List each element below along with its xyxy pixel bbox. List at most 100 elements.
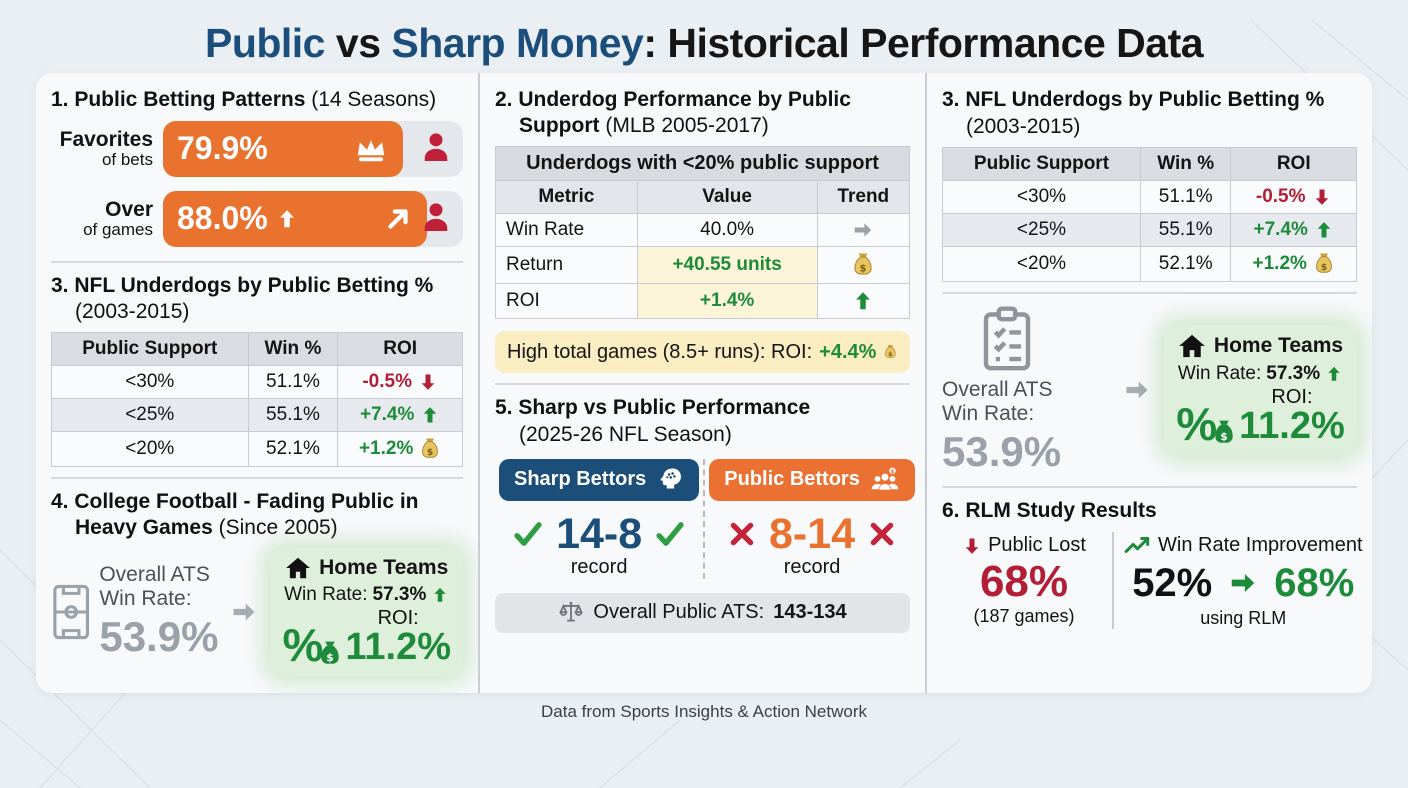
right-column: 3. NFL Underdogs by Public Betting % (20… (925, 73, 1372, 693)
section5-title: 5. Sharp vs Public Performance (495, 396, 811, 420)
section-public-betting-patterns: 1. Public Betting Patterns (14 Seasons) … (51, 87, 463, 247)
overall-ats-record: 143-134 (773, 601, 847, 624)
cross-icon (730, 523, 754, 546)
title-sharp: Sharp Money (391, 20, 644, 66)
section6-title: 6. RLM Study Results (942, 499, 1157, 523)
section-underdog-mlb: 2. Underdog Performance by Public Suppor… (495, 87, 911, 374)
overall-public-ats: Overall Public ATS: 143-134 (495, 592, 910, 633)
table-row: <25% 55.1% +7.4% (51, 398, 463, 433)
money-bag-icon: $ (1316, 253, 1332, 273)
divider (51, 260, 463, 263)
col-metric: Metric (495, 180, 638, 215)
divider (942, 291, 1357, 294)
favorites-value: 79.9% (177, 130, 268, 167)
section1-title: 1. Public Betting Patterns (14 Seasons) (51, 88, 437, 111)
sharp-record: 14-8 (556, 509, 643, 558)
bettors-group-icon: $ (871, 467, 899, 490)
over-bar-fill: 88.0% (163, 190, 427, 247)
table-row: <30% 51.1% -0.5% (942, 179, 1357, 214)
favorites-bar-row: Favorites of bets 79.9% (51, 120, 463, 177)
over-bar-row: Over of games 88.0% (51, 190, 463, 247)
winrate-before: 52% (1132, 560, 1213, 605)
section3-subtitle: (2003-2015) (75, 300, 190, 324)
over-bar-track: 88.0% (163, 190, 463, 247)
overall-ats-block: Overall ATS Win Rate: 53.9% (99, 563, 219, 661)
svg-text:$: $ (890, 469, 894, 475)
data-source-footer: Data from Sports Insights & Action Netwo… (541, 702, 867, 721)
col-win: Win % (247, 332, 339, 367)
up-arrow-icon (434, 588, 446, 603)
sharp-bettors-pill: Sharp Bettors (499, 458, 700, 501)
football-field-icon (53, 585, 90, 640)
crown-icon (357, 139, 384, 161)
section3r-subtitle: (2003-2015) (966, 114, 1081, 138)
svg-text:$: $ (327, 651, 334, 664)
public-record: 8-14 (769, 509, 856, 558)
clipboard-icon (983, 306, 1031, 371)
up-arrow-icon (279, 209, 294, 227)
section4-title: 4. College Football - Fading Public in H… (51, 490, 419, 539)
section-nfl-underdogs-left: 3. NFL Underdogs by Public Betting % (20… (51, 273, 463, 468)
highlight-value: +4.4% (819, 340, 877, 363)
section-sharp-vs-public: 5. Sharp vs Public Performance (2025-26 … (495, 395, 915, 633)
overall-ats-value: 53.9% (99, 613, 219, 661)
table-row: <20% 52.1% +1.2% $ (51, 431, 463, 468)
percent-money-icon: % $ (1176, 401, 1233, 447)
public-lost-value: 68% (979, 556, 1069, 606)
house-icon (1179, 334, 1205, 358)
title-vs: vs (325, 20, 392, 66)
up-arrow-icon (424, 407, 437, 423)
table-row: Return +40.55 units $ (495, 246, 911, 285)
col-public-support: Public Support (51, 332, 249, 367)
winrate-after: 68% (1274, 560, 1355, 605)
cross-icon (870, 523, 894, 546)
section-overall-ats: Overall ATS Win Rate: 53.9% Home Teams W… (942, 304, 1357, 477)
over-label: Over of games (83, 197, 153, 239)
home-win-value: 57.3% (1266, 362, 1321, 384)
house-icon (286, 558, 311, 579)
public-side: Public Bettors $ (705, 458, 919, 579)
down-arrow-icon (965, 538, 979, 554)
home-teams-callout: Home Teams Win Rate: 57.3% % $ (270, 548, 463, 677)
svg-text:$: $ (860, 264, 867, 275)
left-column: 1. Public Betting Patterns (14 Seasons) … (36, 73, 478, 693)
right-arrow-icon (233, 604, 255, 621)
right-arrow-icon (1126, 381, 1148, 399)
svg-text:$: $ (1220, 430, 1227, 443)
section-rlm: 6. RLM Study Results Public Lost 68% (18… (942, 498, 1363, 629)
section5-subtitle: (2025-26 NFL Season) (519, 422, 732, 446)
col-value: Value (636, 180, 818, 215)
section3r-title: 3. NFL Underdogs by Public Betting % (942, 88, 1325, 111)
col-roi: ROI (337, 332, 463, 367)
section3-title: 3. NFL Underdogs by Public Betting % (51, 273, 434, 297)
rlm-public-lost: Public Lost 68% (187 games) (942, 531, 1114, 629)
home-teams-callout: Home Teams Win Rate: 57.3% % $ (1164, 324, 1357, 455)
home-roi-value: 11.2% (1239, 404, 1345, 447)
up-right-arrow-icon (388, 208, 408, 229)
svg-text:$: $ (427, 447, 433, 458)
svg-text:$: $ (1321, 262, 1327, 273)
public-bettors-pill: Public Bettors $ (709, 458, 915, 501)
brain-head-icon (660, 468, 682, 489)
up-arrow-icon (856, 292, 871, 310)
arrow-right-green-icon (1232, 574, 1255, 593)
section-college-football: 4. College Football - Fading Public in H… (51, 489, 463, 677)
page-title: Public vs Sharp Money: Historical Perfor… (0, 20, 1408, 67)
money-bag-icon: $ (885, 345, 896, 358)
percent-money-icon: % $ (282, 622, 340, 668)
right-arrow-icon (855, 223, 872, 237)
table-row: Win Rate 40.0% (495, 213, 911, 248)
over-value: 88.0% (177, 200, 268, 237)
college-content: Overall ATS Win Rate: 53.9% Home Teams W… (51, 548, 463, 677)
down-arrow-icon (421, 374, 435, 391)
nfl-underdogs-table: Public Support Win % ROI <30% 51.1% -0.5… (51, 332, 463, 468)
rlm-improvement: Win Rate Improvement 52% 68% using RLM (1114, 532, 1363, 629)
mlb-underdogs-table: Underdogs with <20% public support Metri… (495, 146, 911, 320)
table-row: <25% 55.1% +7.4% (942, 212, 1357, 247)
title-public: Public (204, 20, 326, 66)
check-icon (514, 522, 542, 547)
scales-icon (559, 601, 584, 622)
person-icon (424, 132, 448, 161)
sharp-public-compare: Sharp Bettors 14-8 (495, 458, 915, 579)
col-trend: Trend (816, 180, 911, 215)
